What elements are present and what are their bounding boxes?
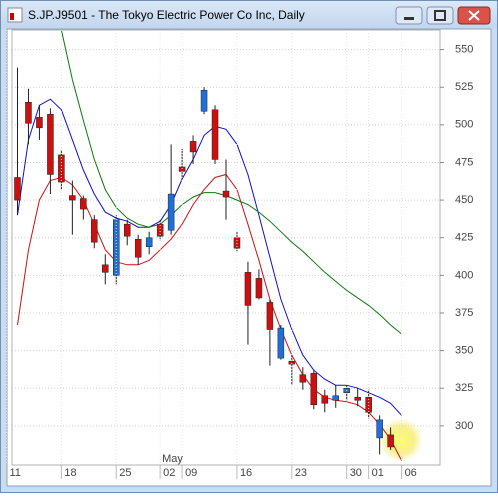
x-tick-label: 06 [405,467,417,479]
candle-body [244,272,252,306]
month-label: May [162,453,183,465]
candle-body [189,141,197,153]
candle-body [47,114,54,175]
candle-body [299,374,307,383]
maximize-icon [434,10,446,21]
candle-body [25,101,32,124]
candle-body [80,198,87,210]
candle-body [145,237,153,247]
y-tick-label: 500 [455,119,473,131]
candle-body [321,395,329,404]
candle-body [134,238,142,258]
close-icon [468,10,480,21]
y-tick-label: 450 [455,194,473,206]
candle-body [376,419,383,439]
candle-body [123,223,131,237]
highlight-glow [379,418,423,462]
candle-body [222,190,230,198]
y-tick-label: 325 [455,382,473,394]
y-tick-label: 525 [455,81,473,93]
x-tick-label: 25 [119,467,131,479]
y-tick-label: 400 [455,269,473,281]
candle-body [288,360,296,365]
candle-body [354,397,361,401]
candle-body [255,278,263,299]
y-tick-label: 300 [455,420,473,432]
x-tick-label: 16 [240,467,252,479]
x-tick-label: 09 [185,467,197,479]
candle-body [14,177,21,201]
y-tick-label: 350 [455,345,473,357]
maximize-button[interactable] [426,6,454,25]
x-tick-label: 30 [350,467,362,479]
candle-body [387,434,394,448]
candle-body [211,109,219,160]
moving-average-line [17,173,403,461]
candle-body [365,397,372,413]
candle-body [178,166,186,172]
x-tick-label: 02 [163,467,175,479]
candle-body [91,219,98,243]
window-title: S.JP.J9501 - The Tokyo Electric Power Co… [28,8,305,22]
moving-average-line [60,30,402,335]
y-tick-label: 375 [455,307,473,319]
candle-body [310,372,318,406]
minimize-button[interactable] [395,6,423,25]
y-tick-label: 425 [455,232,473,244]
candle-body [266,302,274,330]
minimize-icon [404,17,414,20]
x-tick-label: 01 [372,467,384,479]
candle-body [167,193,175,231]
plot-clip [12,30,440,461]
y-tick-label: 550 [455,43,473,55]
candle-body [156,223,164,237]
y-tick-label: 475 [455,156,473,168]
moving-average-line [17,98,402,416]
candle-body [332,395,339,401]
candle-body [200,89,208,112]
app-icon-mark [10,13,14,20]
x-tick-label: 23 [295,467,307,479]
plot: 300 325 350 375 400 425 450 475 500 525 550 11 18 25 0… [5,30,473,479]
x-tick-label: 18 [64,467,76,479]
candle-body [69,195,76,201]
x-tick-label: 11 [9,467,20,479]
candle-body [102,264,109,273]
candle-body [277,327,285,359]
candle-body [36,117,43,129]
